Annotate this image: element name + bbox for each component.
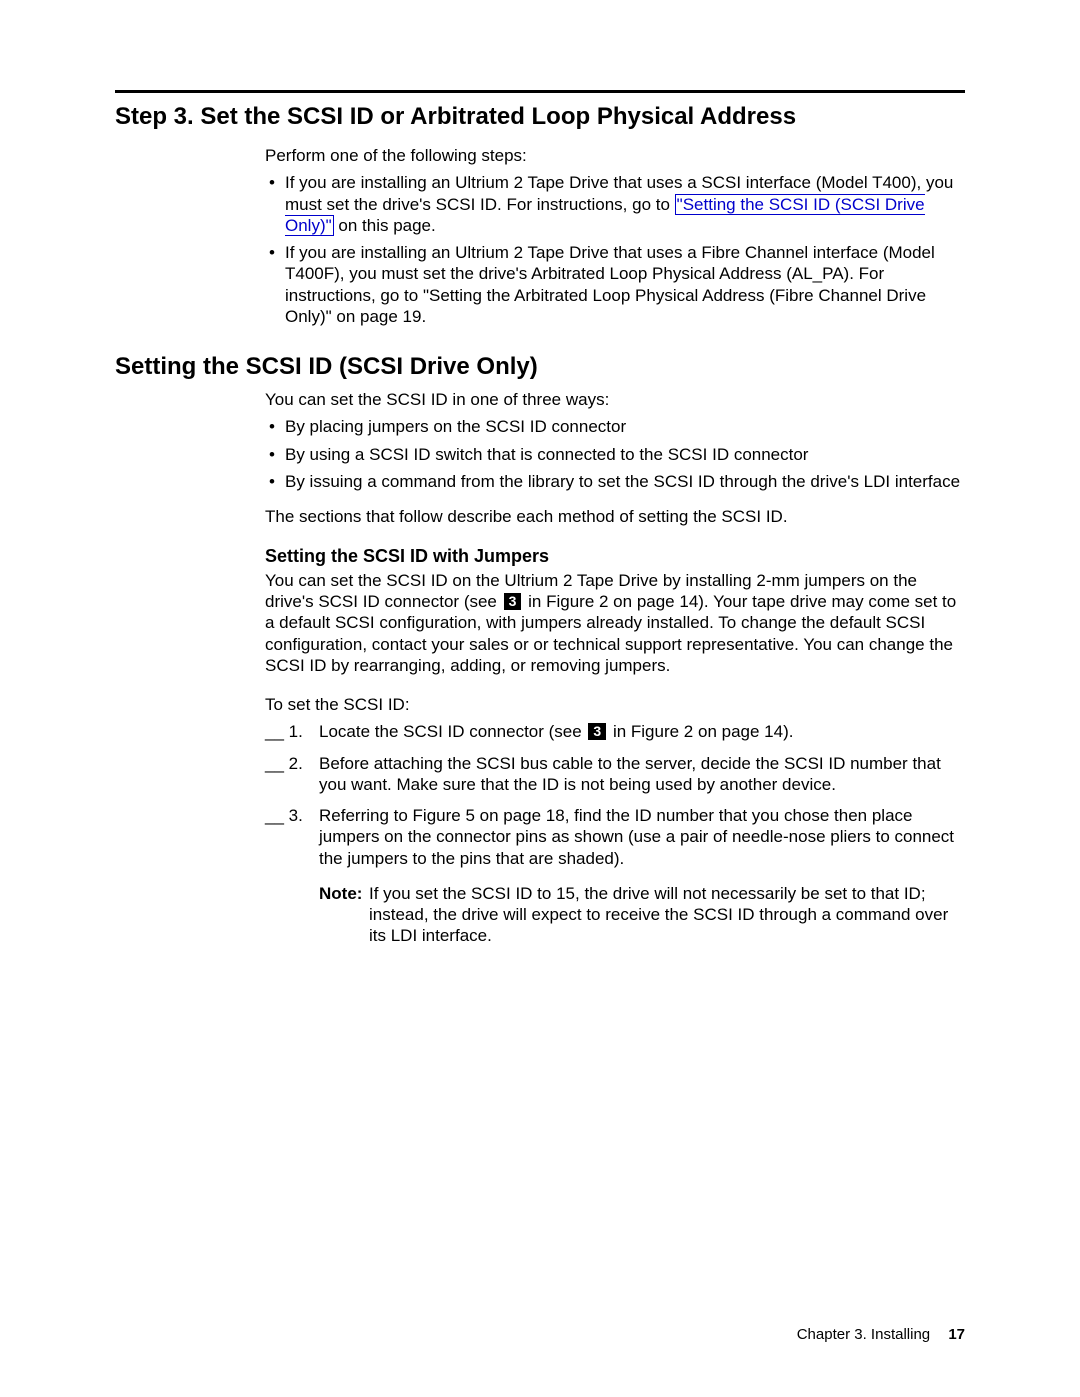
note-block: Note: If you set the SCSI ID to 15, the … [319,883,965,947]
intro-bullet-2: If you are installing an Ultrium 2 Tape … [265,242,965,327]
note-label: Note: [319,883,362,904]
intro-bullet-1: If you are installing an Ultrium 2 Tape … [265,172,965,236]
scsi-body: You can set the SCSI ID in one of three … [265,389,965,947]
step1-b: in Figure 2 on page 14). [608,722,793,741]
scsi-way-1: By placing jumpers on the SCSI ID connec… [265,416,965,437]
scsi-way-2: By using a SCSI ID switch that is connec… [265,444,965,465]
page-footer: Chapter 3. Installing 17 [797,1326,965,1343]
scsi-ways-list: By placing jumpers on the SCSI ID connec… [265,416,965,492]
checklist-item-2: __ 2. Before attaching the SCSI bus cabl… [265,753,965,796]
bullet1-post: on this page. [334,216,436,235]
heading-step3: Step 3. Set the SCSI ID or Arbitrated Lo… [115,103,965,131]
callout-3b-icon: 3 [588,723,606,740]
callout-3-icon: 3 [504,593,522,610]
heading-setting-scsi-id: Setting the SCSI ID (SCSI Drive Only) [115,353,965,381]
step3-body: Perform one of the following steps: If y… [265,145,965,327]
page-container: Step 3. Set the SCSI ID or Arbitrated Lo… [0,0,1080,1397]
footer-chapter: Chapter 3. Installing [797,1326,930,1343]
note-body: If you set the SCSI ID to 15, the drive … [369,884,948,946]
step1-a: Locate the SCSI ID connector (see [319,722,586,741]
scsi-way-3: By issuing a command from the library to… [265,471,965,492]
step2-text: Before attaching the SCSI bus cable to t… [319,754,941,794]
check-lead-2: __ 2. [265,753,303,774]
top-rule [115,90,965,93]
jumpers-paragraph: You can set the SCSI ID on the Ultrium 2… [265,570,965,676]
step3-text: Referring to Figure 5 on page 18, find t… [319,806,954,868]
check-lead-3: __ 3. [265,805,303,826]
scsi-follow: The sections that follow describe each m… [265,506,965,527]
checklist-item-3: __ 3. Referring to Figure 5 on page 18, … [265,805,965,947]
intro-bullets: If you are installing an Ultrium 2 Tape … [265,172,965,327]
checklist-item-1: __ 1. Locate the SCSI ID connector (see … [265,721,965,742]
footer-page-number: 17 [948,1326,965,1343]
check-lead-1: __ 1. [265,721,303,742]
scsi-intro: You can set the SCSI ID in one of three … [265,389,965,410]
checklist: __ 1. Locate the SCSI ID connector (see … [265,721,965,946]
to-set-lead: To set the SCSI ID: [265,694,965,715]
intro-paragraph: Perform one of the following steps: [265,145,965,166]
heading-jumpers: Setting the SCSI ID with Jumpers [265,545,965,568]
